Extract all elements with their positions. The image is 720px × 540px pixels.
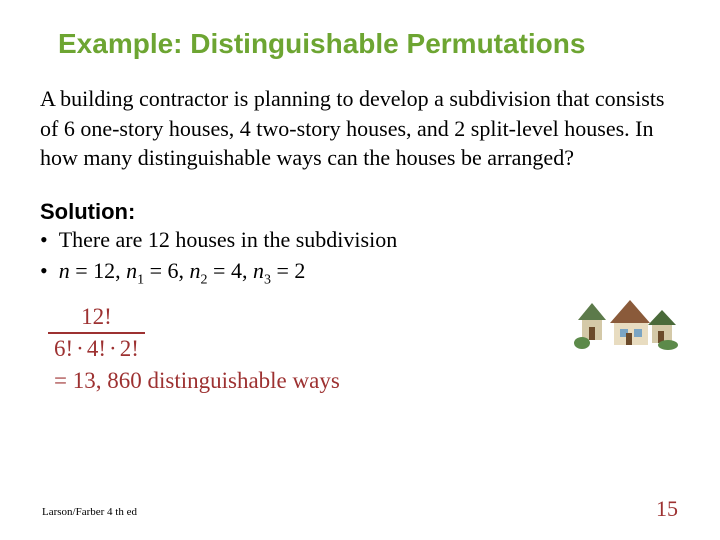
dot-2: · bbox=[106, 336, 120, 361]
bullet-1-text: There are 12 houses in the subdivision bbox=[59, 227, 398, 252]
footer-citation: Larson/Farber 4 th ed bbox=[42, 506, 137, 518]
problem-text: A building contractor is planning to dev… bbox=[40, 84, 680, 173]
result-eq: = bbox=[54, 368, 73, 393]
n3-val: = 2 bbox=[271, 258, 305, 283]
n-eq: = 12, bbox=[70, 258, 126, 283]
n2-var: n bbox=[190, 258, 201, 283]
houses-illustration-icon bbox=[570, 275, 680, 350]
page-number: 15 bbox=[656, 496, 678, 522]
n2-val: = 4, bbox=[208, 258, 253, 283]
numerator: 12! bbox=[48, 304, 145, 334]
slide-title: Example: Distinguishable Permutations bbox=[58, 28, 680, 60]
fraction: 12! 6!·4!·2! bbox=[48, 304, 145, 362]
den-a: 6! bbox=[54, 336, 73, 361]
n3-var: n bbox=[253, 258, 264, 283]
denominator: 6!·4!·2! bbox=[48, 334, 145, 362]
dot-1: · bbox=[73, 336, 87, 361]
bullet-1: • There are 12 houses in the subdivision bbox=[40, 225, 680, 256]
result-line: = 13, 860 distinguishable ways bbox=[54, 368, 680, 394]
den-c: 2! bbox=[120, 336, 139, 361]
n-var: n bbox=[59, 258, 70, 283]
result-value: 13, 860 distinguishable ways bbox=[73, 368, 340, 393]
n1-var: n bbox=[126, 258, 137, 283]
n3-sub: 3 bbox=[264, 272, 271, 287]
den-b: 4! bbox=[87, 336, 106, 361]
solution-label: Solution: bbox=[40, 199, 680, 225]
n2-sub: 2 bbox=[201, 272, 208, 287]
n1-val: = 6, bbox=[144, 258, 189, 283]
